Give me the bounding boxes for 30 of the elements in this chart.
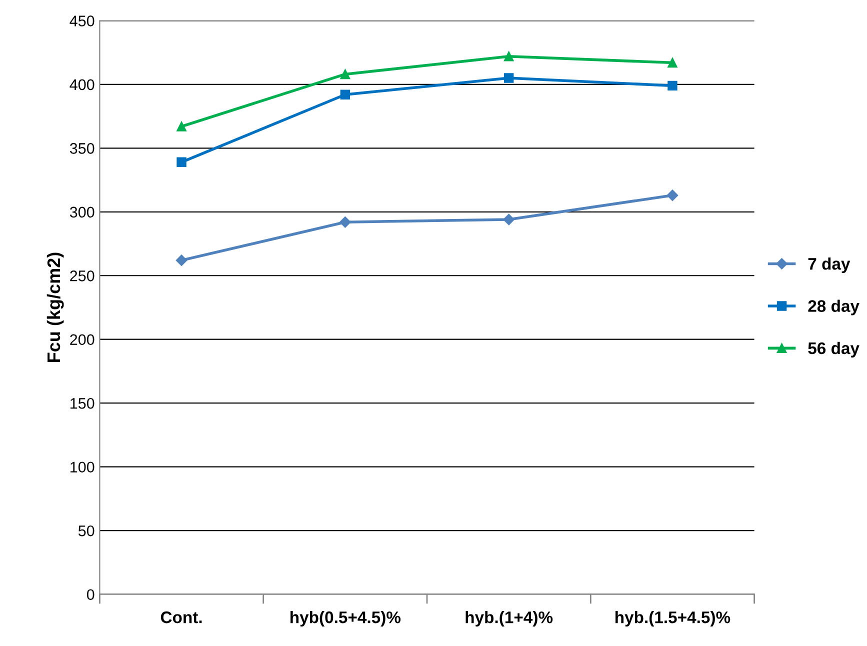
x-tick-label: hyb.(1.5+4.5)% <box>616 610 730 627</box>
x-tick-label: hyb.(1+4)% <box>466 610 553 627</box>
point <box>666 190 678 201</box>
point <box>176 157 186 168</box>
y-tick-label: 100 <box>70 462 94 473</box>
point <box>176 254 188 266</box>
y-tick-label: 450 <box>70 16 94 26</box>
y-tick-label: 0 <box>86 589 94 600</box>
point <box>668 80 678 91</box>
point <box>340 69 350 80</box>
y-tick-label: 200 <box>70 334 94 346</box>
point <box>504 73 514 83</box>
point <box>503 214 514 226</box>
point <box>504 52 514 62</box>
legend-label: 28 day <box>808 300 860 316</box>
y-tick-label: 400 <box>70 79 94 90</box>
point <box>340 90 350 100</box>
y-tick-label: 300 <box>70 206 94 218</box>
x-tick-label: hyb(0.5+4.5)% <box>290 610 401 627</box>
point <box>668 58 678 68</box>
y-tick-label: 50 <box>78 525 94 536</box>
y-axis-title: Fcu (kg/cm2) <box>46 252 64 362</box>
legend-label: 7 day <box>808 258 850 274</box>
point <box>176 122 186 132</box>
y-tick-label: 250 <box>70 270 94 282</box>
y-tick-label: 350 <box>70 143 94 154</box>
point <box>340 216 351 228</box>
x-tick-label: Cont. <box>160 611 202 624</box>
y-tick-label: 150 <box>70 398 94 409</box>
legend-label: 56 day <box>808 342 860 358</box>
